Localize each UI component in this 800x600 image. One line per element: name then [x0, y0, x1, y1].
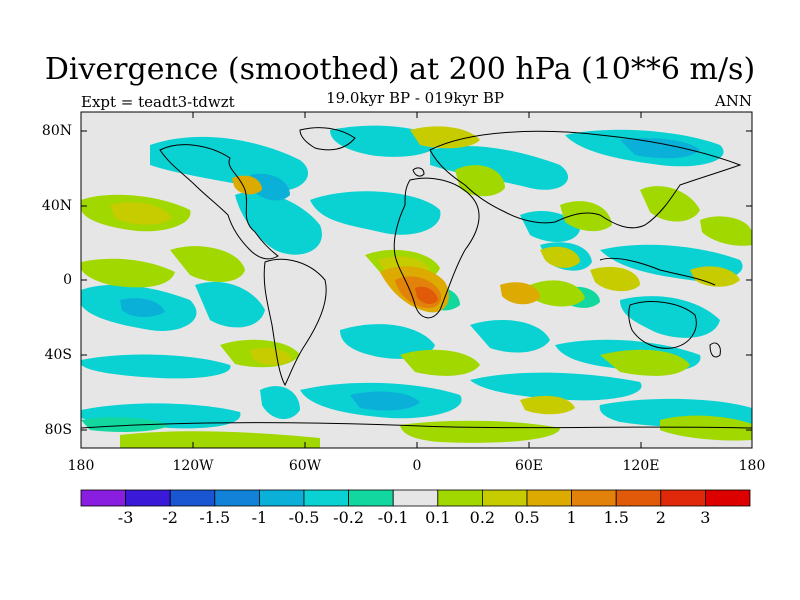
colorbar-label: -0.1 [377, 508, 409, 527]
divergence-field [81, 112, 752, 448]
colorbar-label: 0.5 [514, 508, 540, 527]
colorbar-swatch [348, 489, 394, 507]
colorbar-swatch [80, 489, 126, 507]
colorbar-swatch [481, 489, 528, 507]
lon-label-180e: 180 [738, 458, 766, 474]
colorbar-swatch [437, 489, 483, 507]
lon-label-0: 0 [412, 458, 422, 474]
coastlines [81, 127, 752, 429]
colorbar-label: 2 [655, 508, 666, 527]
map-title: Divergence (smoothed) at 200 hPa (10**6 … [44, 52, 756, 87]
peak-positive-region [415, 286, 438, 304]
colorbar-swatch [660, 489, 706, 507]
colorbar-swatch [571, 489, 617, 507]
colorbar-swatch [169, 489, 216, 507]
colorbar-label: 1 [566, 508, 577, 527]
colorbar-label: -2 [162, 508, 178, 527]
period-label: 19.0kyr BP - 019kyr BP [326, 89, 504, 107]
season-label: ANN [714, 92, 752, 110]
colorbar-swatch [214, 489, 260, 507]
positive-divergence-regions [81, 165, 752, 448]
lon-label-60w: 60W [288, 458, 322, 474]
colorbar-swatch [705, 489, 751, 507]
colorbar-swatch [125, 489, 171, 507]
colorbar-label: 0.2 [469, 508, 496, 527]
lat-ticks [81, 130, 752, 431]
colorbar-label: -0.5 [288, 508, 320, 527]
lat-label-40n: 40N [41, 198, 72, 214]
lat-label-40s: 40S [44, 347, 72, 363]
lon-label-180w: 180 [67, 458, 95, 474]
lon-label-60e: 60E [514, 458, 544, 474]
colorbar-label: -0.2 [333, 508, 365, 527]
lon-ticks [192, 112, 642, 448]
colorbar [80, 489, 751, 507]
lat-label-80n: 80N [41, 123, 72, 139]
colorbar-label: 0.1 [425, 508, 451, 527]
lon-label-120e: 120E [622, 458, 660, 474]
colorbar-swatch [303, 489, 349, 507]
colorbar-label: -1.5 [199, 508, 231, 527]
colorbar-swatch [258, 489, 305, 507]
colorbar-label: -1 [251, 508, 268, 527]
colorbar-label: 1.5 [603, 508, 629, 527]
lon-label-120w: 120W [172, 458, 214, 474]
colorbar-label: 3 [700, 508, 711, 527]
colorbar-swatch [615, 489, 662, 507]
strong-negative-regions [120, 138, 700, 411]
colorbar-label: -3 [117, 508, 134, 527]
experiment-label: Expt = teadt3-tdwzt [81, 93, 235, 111]
colorbar-swatch [392, 489, 439, 507]
lat-label-0: 0 [63, 272, 72, 288]
lat-label-80s: 80S [44, 422, 72, 438]
colorbar-swatch [526, 489, 572, 507]
